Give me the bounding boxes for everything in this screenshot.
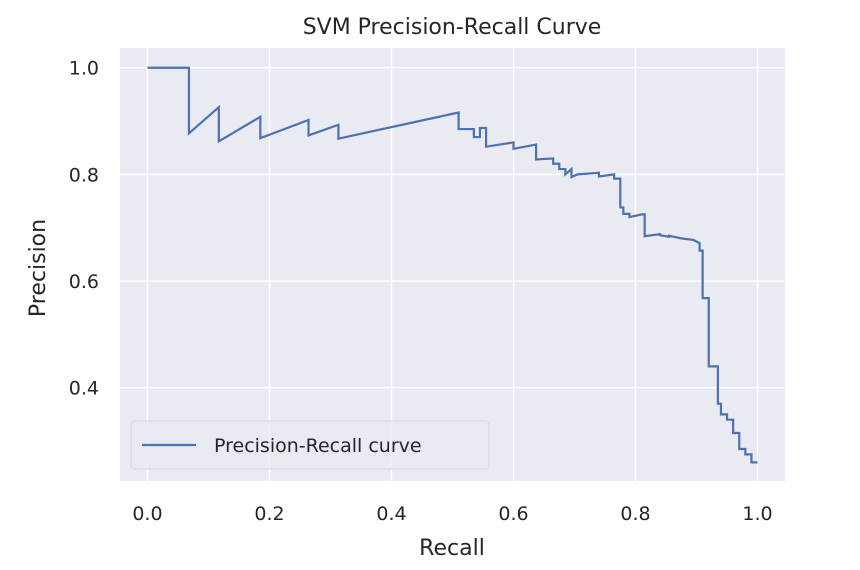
series-line-0 — [147, 66, 758, 464]
x-tick-label: 0.8 — [620, 503, 650, 525]
grid-layer — [120, 48, 785, 481]
x-tick-label: 1.0 — [742, 503, 772, 525]
x-axis-label: Recall — [419, 536, 485, 561]
y-tick-label: 1.0 — [69, 58, 99, 80]
y-tick-label: 0.4 — [69, 378, 99, 400]
legend: Precision-Recall curve — [130, 420, 490, 470]
y-tick-label: 0.8 — [69, 164, 99, 186]
y-tick-label: 0.6 — [69, 271, 99, 293]
series-layer — [147, 66, 758, 464]
chart-title: SVM Precision-Recall Curve — [303, 15, 602, 40]
x-tick-label: 0.4 — [376, 503, 406, 525]
y-axis-label: Precision — [26, 219, 51, 317]
tick-layer: 0.0 0.2 0.4 0.6 0.8 1.0 0.4 0.6 0.8 1.0 — [69, 58, 773, 525]
x-tick-label: 0.2 — [254, 503, 284, 525]
x-tick-label: 0.6 — [498, 503, 528, 525]
legend-label: Precision-Recall curve — [214, 435, 422, 457]
legend-box — [130, 420, 490, 470]
x-tick-label: 0.0 — [132, 503, 162, 525]
plot-area — [120, 48, 785, 481]
